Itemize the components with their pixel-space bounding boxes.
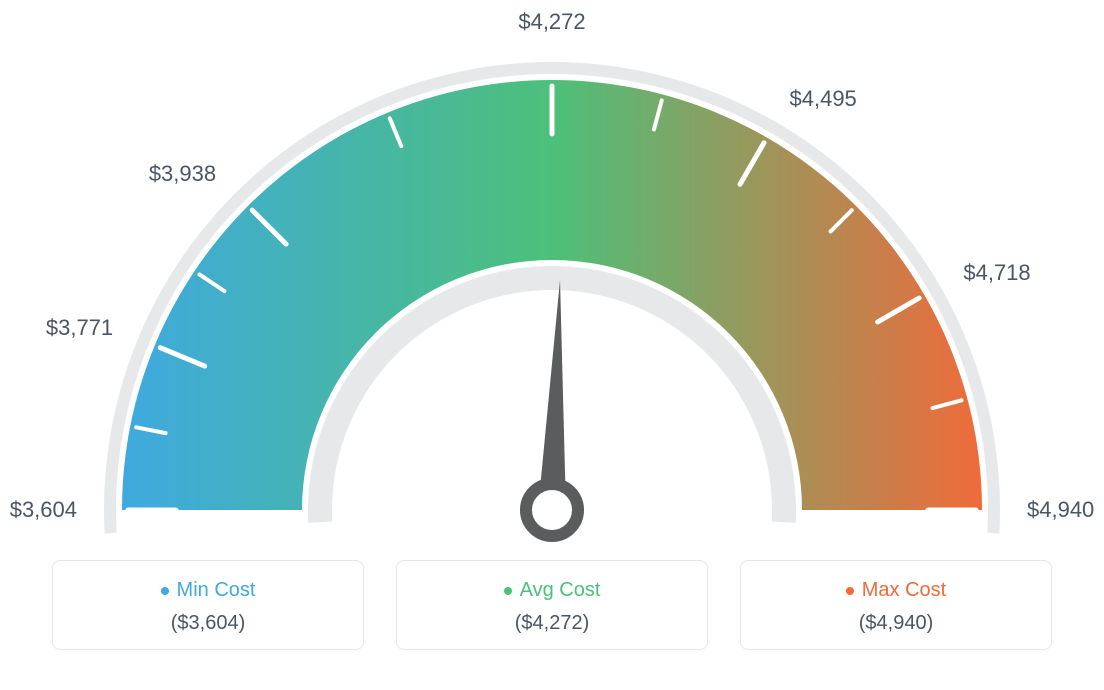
- max-dot-icon: [846, 587, 854, 595]
- max-cost-title: Max Cost: [862, 579, 946, 602]
- gauge-tick-label: $4,940: [1027, 497, 1094, 523]
- max-cost-card: Max Cost ($4,940): [740, 560, 1052, 650]
- gauge-tick-label: $3,938: [149, 161, 216, 187]
- gauge-svg: [0, 0, 1104, 560]
- gauge-tick-label: $3,771: [46, 315, 113, 341]
- max-cost-value: ($4,940): [741, 612, 1051, 635]
- min-dot-icon: [161, 587, 169, 595]
- avg-cost-card: Avg Cost ($4,272): [396, 560, 708, 650]
- gauge-area: $3,604 $3,771 $3,938 $4,272 $4,495 $4,718 $4,9…: [0, 0, 1104, 560]
- min-cost-title: Min Cost: [177, 579, 256, 602]
- gauge-tick-label: $4,718: [963, 260, 1030, 286]
- summary-row: Min Cost ($3,604) Avg Cost ($4,272) Max …: [0, 560, 1104, 650]
- gauge-tick-label: $4,495: [790, 86, 857, 112]
- gauge-tick-label: $3,604: [10, 497, 77, 523]
- min-cost-card: Min Cost ($3,604): [52, 560, 364, 650]
- gauge-tick-label: $4,272: [518, 9, 585, 35]
- avg-dot-icon: [504, 587, 512, 595]
- cost-gauge-chart: $3,604 $3,771 $3,938 $4,272 $4,495 $4,718 $4,9…: [0, 0, 1104, 690]
- avg-cost-value: ($4,272): [397, 612, 707, 635]
- min-cost-value: ($3,604): [53, 612, 363, 635]
- avg-cost-title: Avg Cost: [520, 579, 601, 602]
